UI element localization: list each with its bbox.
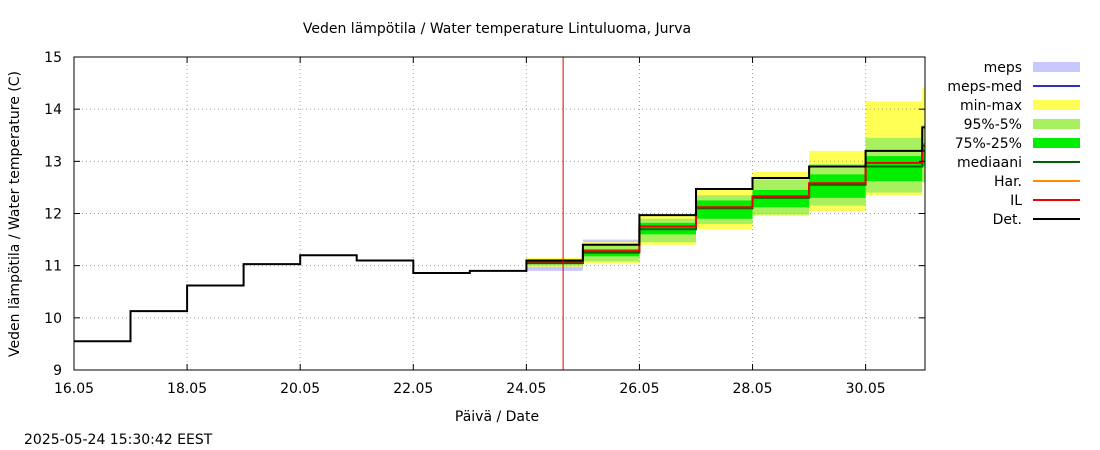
plot-area — [73, 56, 926, 371]
x-tick-label: 16.05 — [54, 381, 94, 397]
p75-25-band — [695, 200, 753, 219]
legend-label: Har. — [994, 174, 1022, 190]
legend-swatch — [1033, 62, 1080, 72]
y-axis: 9 10 11 12 13 14 15 — [44, 50, 925, 379]
x-axis: 16.05 18.05 20.05 22.05 24.05 26.05 28.05 30.05 — [54, 57, 886, 397]
legend-label: IL — [1010, 193, 1022, 209]
y-tick-label: 9 — [53, 363, 62, 379]
x-tick-label: 20.05 — [280, 381, 320, 397]
x-tick-label: 24.05 — [506, 381, 546, 397]
x-tick-label: 22.05 — [393, 381, 433, 397]
y-tick-label: 10 — [44, 311, 62, 327]
x-tick-label: 28.05 — [732, 381, 772, 397]
x-tick-label: 26.05 — [619, 381, 659, 397]
y-tick-label: 13 — [44, 154, 62, 170]
y-tick-label: 14 — [44, 102, 62, 118]
legend-label: 75%-25% — [955, 136, 1022, 152]
chart-title: Veden lämpötila / Water temperature Lint… — [303, 21, 691, 37]
y-axis-label: Veden lämpötila / Water temperature (C) — [7, 71, 23, 357]
x-tick-label: 18.05 — [167, 381, 207, 397]
legend-label: min-max — [960, 98, 1022, 114]
p75-25-band — [922, 143, 925, 167]
p75-25-band — [865, 156, 923, 182]
y-tick-label: 11 — [44, 259, 62, 275]
legend-swatch — [1033, 138, 1080, 148]
y-tick-label: 15 — [44, 50, 62, 66]
legend-label: meps-med — [947, 79, 1022, 95]
timestamp: 2025-05-24 15:30:42 EEST — [24, 432, 213, 448]
p75-25-band — [809, 174, 866, 198]
y-tick-label: 12 — [44, 207, 62, 223]
det-line — [74, 126, 925, 343]
legend-label: mediaani — [957, 155, 1022, 171]
legend-swatch — [1033, 100, 1080, 110]
il-line — [526, 144, 925, 263]
x-tick-label: 30.05 — [846, 381, 886, 397]
legend-swatch — [1033, 119, 1080, 129]
x-axis-label: Päivä / Date — [455, 409, 539, 425]
legend-label: 95%-5% — [964, 117, 1022, 133]
legend: meps meps-med min-max 95%-5% 75%-25% mediaani… — [947, 60, 1080, 228]
legend-label: meps — [984, 60, 1022, 76]
legend-label: Det. — [993, 212, 1022, 228]
